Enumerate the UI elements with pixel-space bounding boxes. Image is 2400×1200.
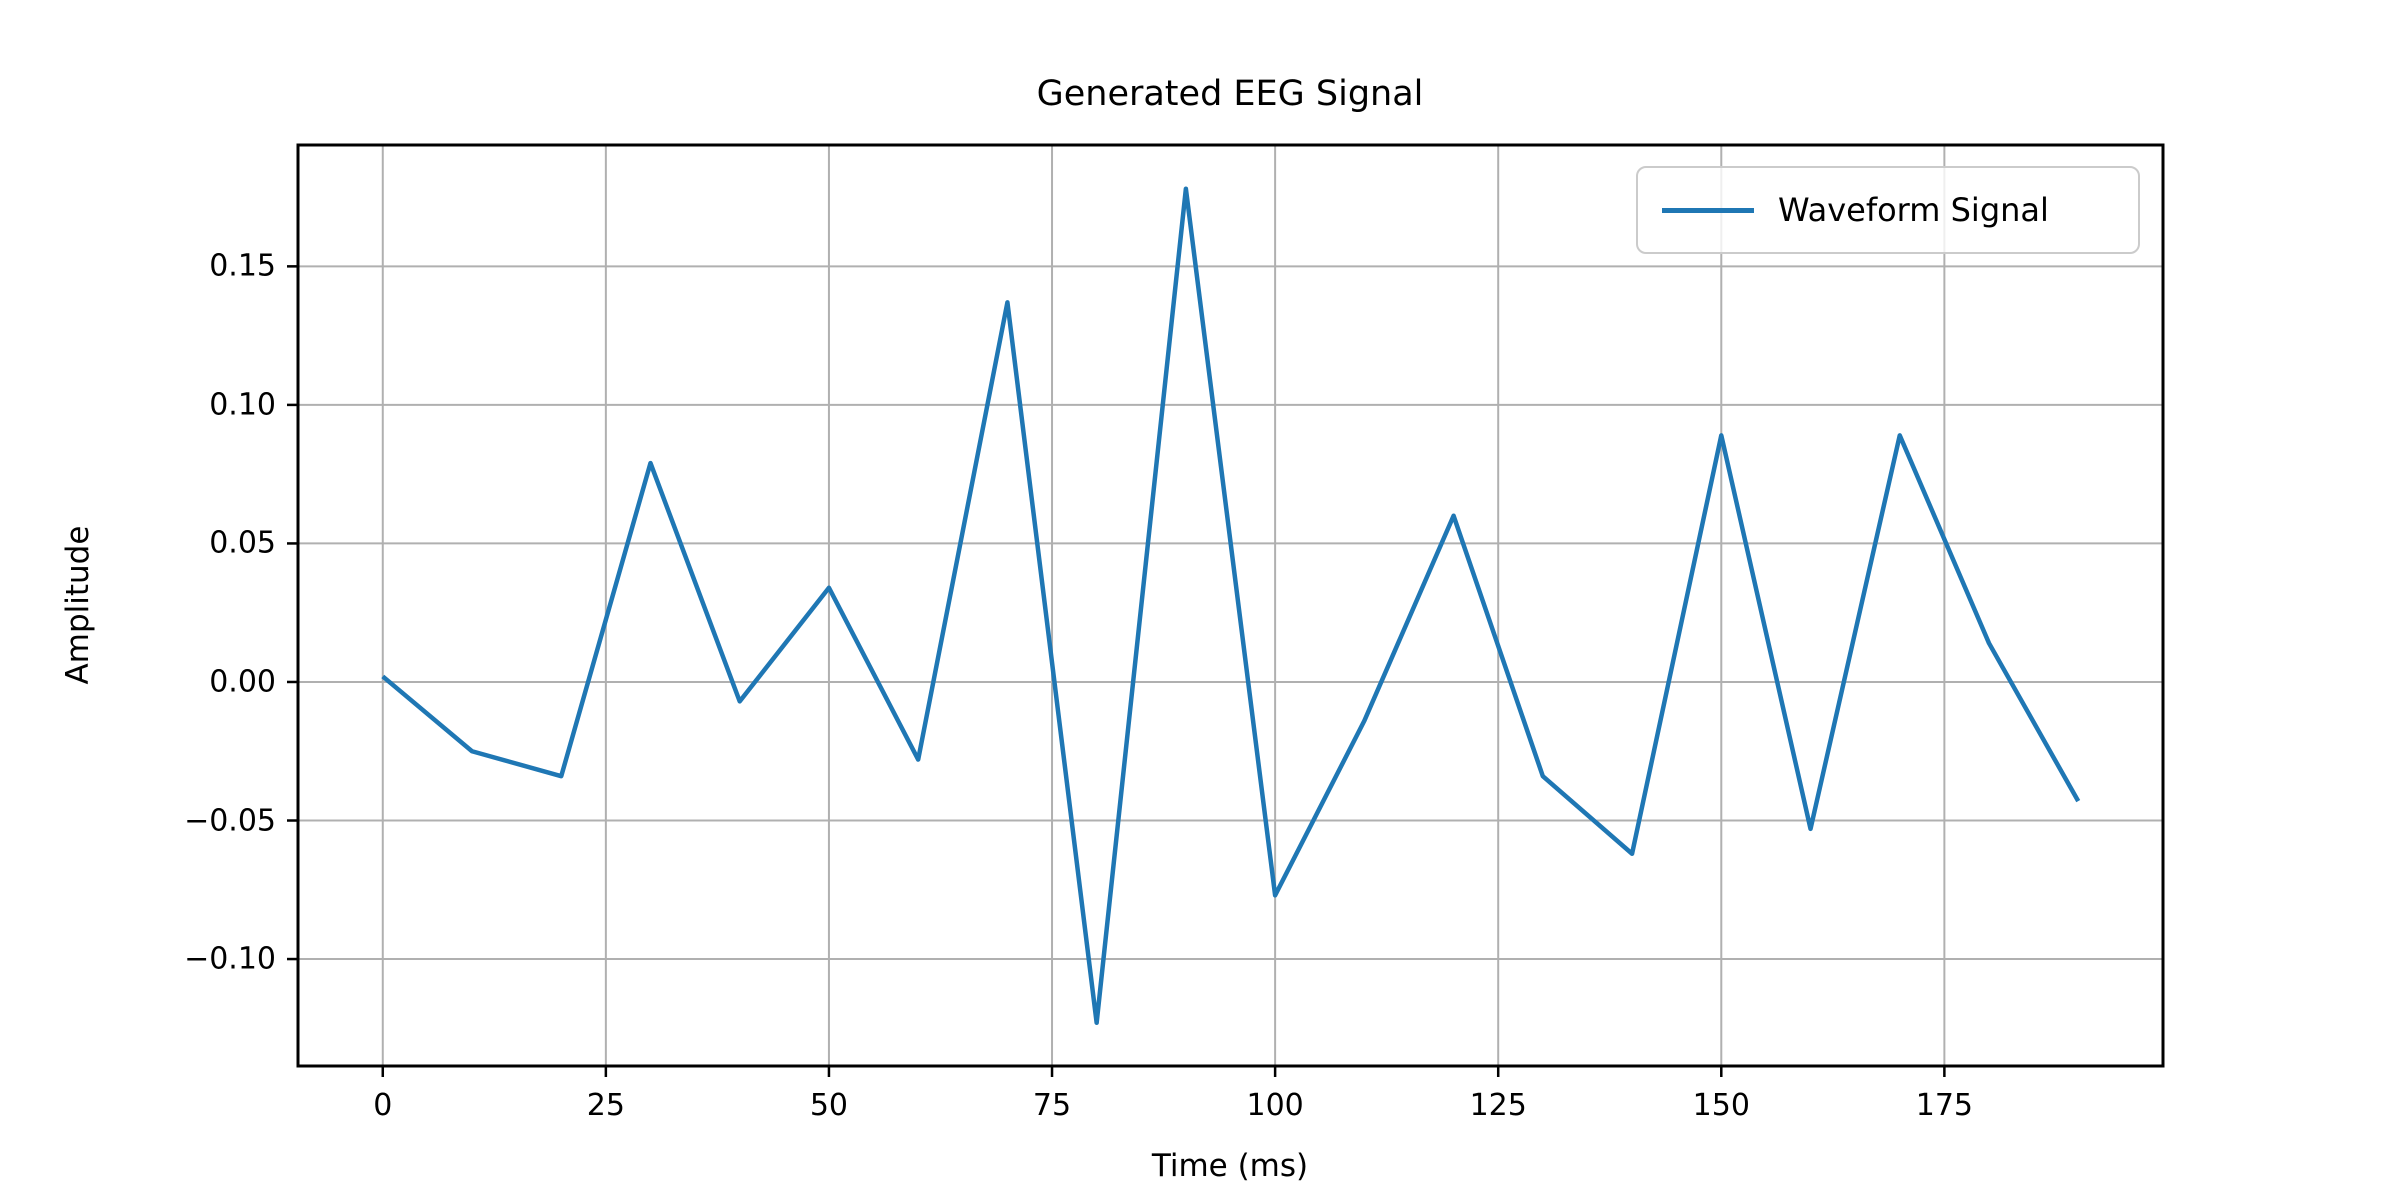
x-axis-label: Time (ms)	[1151, 1148, 1309, 1184]
x-tick-label: 100	[1246, 1088, 1304, 1123]
waveform-line	[381, 186, 2081, 1026]
y-tick-label: −0.10	[184, 941, 276, 977]
legend-line-swatch	[1662, 207, 1754, 213]
y-tick-label: 0.00	[209, 664, 276, 700]
legend-label: Waveform Signal	[1778, 191, 2049, 229]
y-axis-label: Amplitude	[60, 525, 96, 685]
x-tick-label: 50	[809, 1088, 849, 1123]
x-tick-label: 125	[1469, 1088, 1527, 1123]
x-tick-label: 150	[1692, 1088, 1750, 1123]
x-tick-label: 0	[373, 1088, 393, 1123]
x-tick-label: 75	[1032, 1088, 1072, 1123]
y-tick-label: 0.05	[209, 525, 276, 561]
plot-frame	[296, 143, 2165, 1068]
chart-title: Generated EEG Signal	[1036, 74, 1424, 114]
y-tick-label: 0.10	[209, 387, 276, 423]
y-tick-label: 0.15	[209, 248, 276, 284]
y-tick-label: −0.05	[184, 803, 276, 838]
legend: Waveform Signal	[1636, 166, 2140, 254]
x-tick-label: 175	[1915, 1088, 1974, 1123]
x-tick-label: 25	[586, 1088, 625, 1123]
